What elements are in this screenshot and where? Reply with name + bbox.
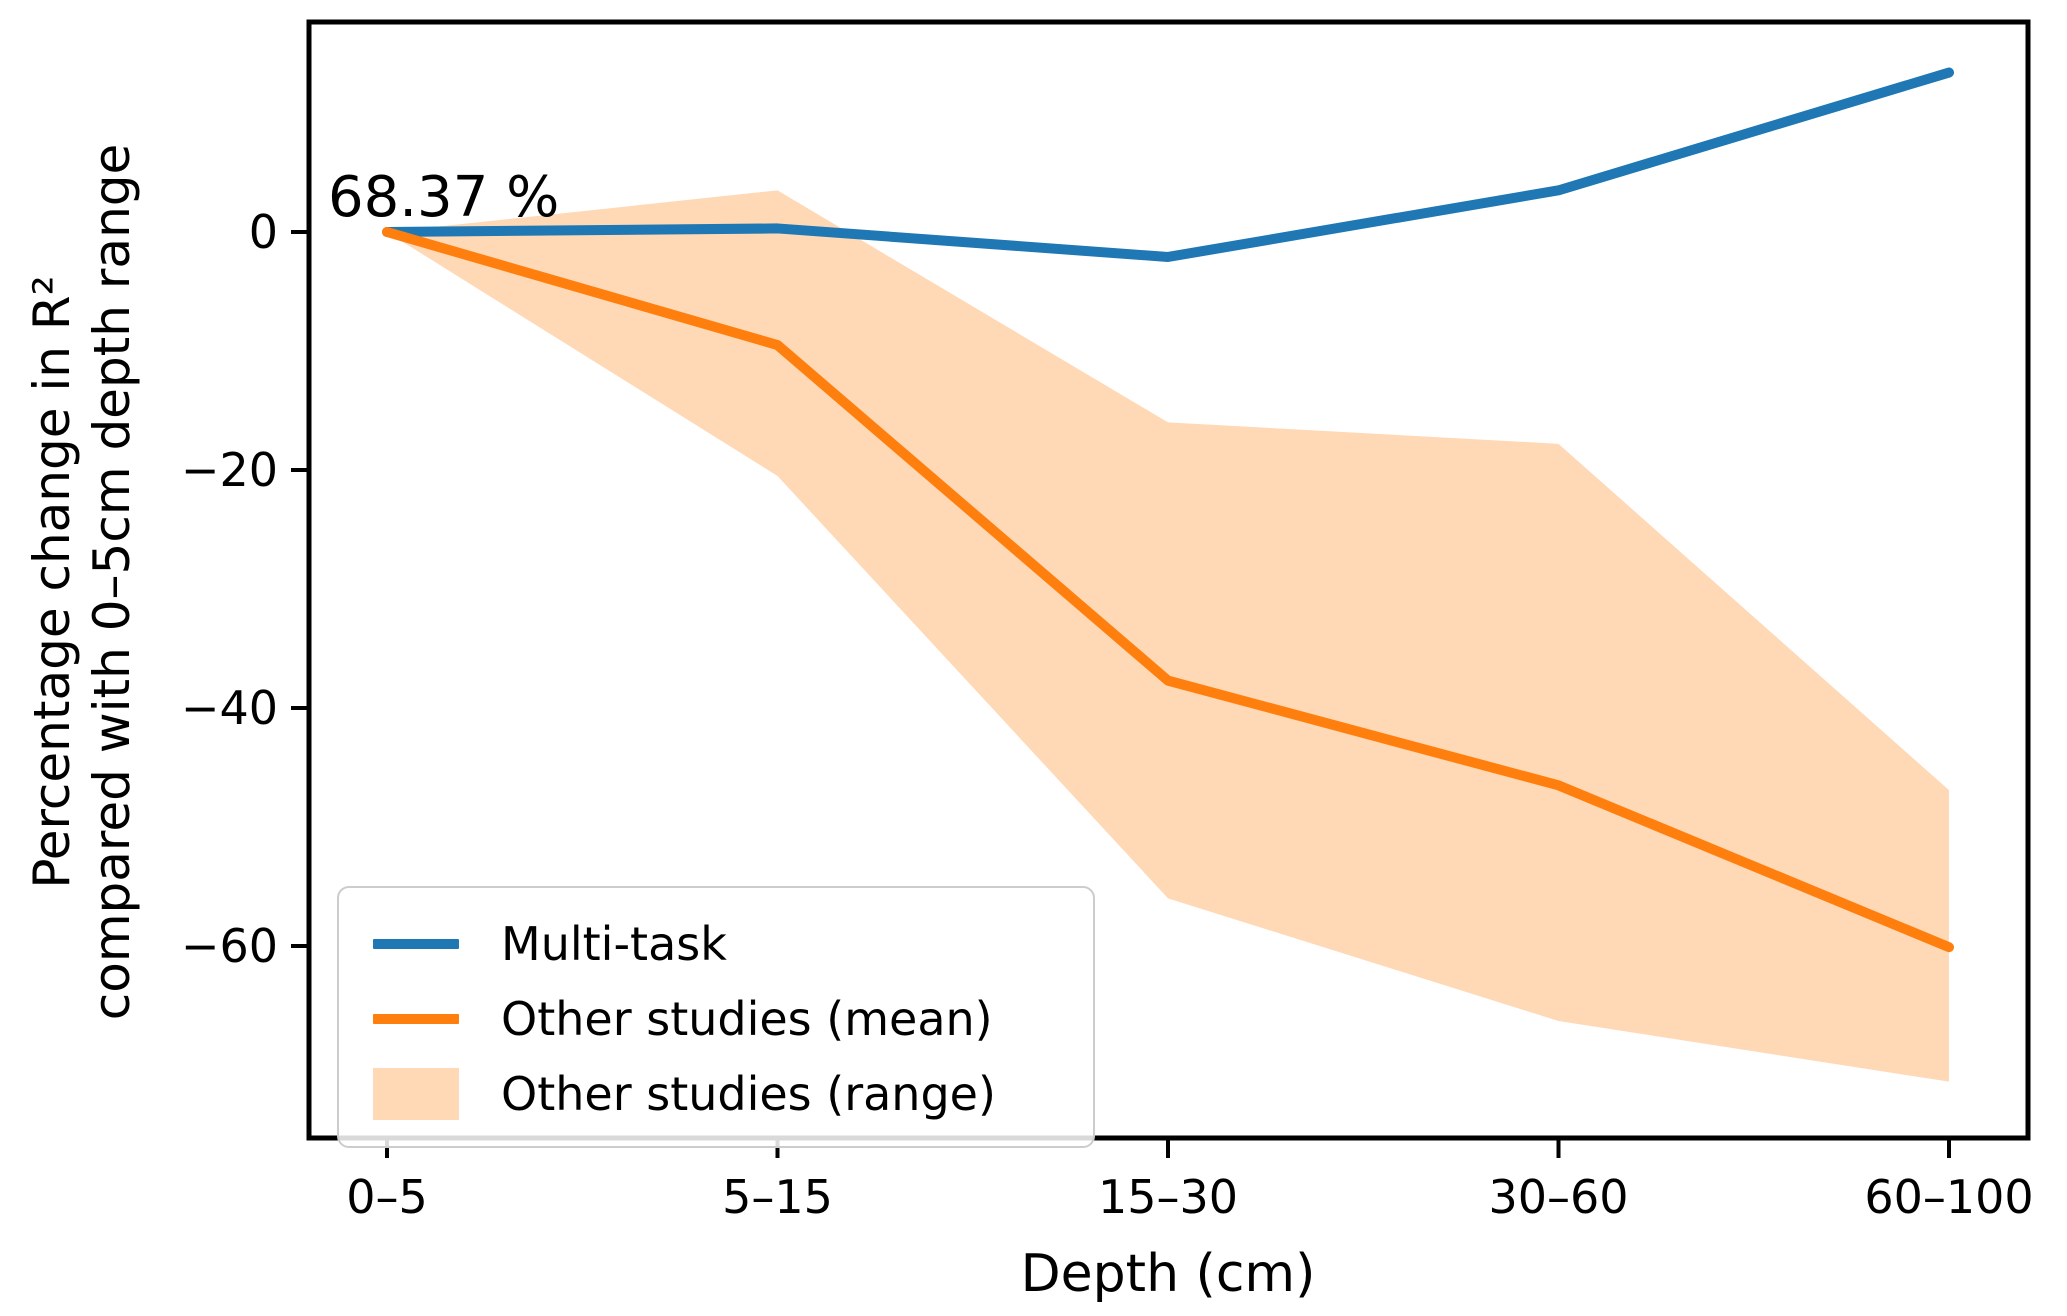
x-tick-label: 15–30 — [1097, 1170, 1239, 1224]
first-point-annotation: 68.37 % — [328, 165, 560, 230]
range-band — [387, 190, 1949, 1082]
y-axis-label-line1: Percentage change in R² — [23, 275, 81, 889]
legend-swatch — [373, 939, 459, 949]
y-tick-label: 0 — [248, 205, 278, 259]
x-tick-label: 30–60 — [1488, 1170, 1629, 1224]
y-axis-label: Percentage change in R² compared with 0–… — [22, 144, 142, 1021]
legend-label: Multi-task — [501, 917, 727, 971]
legend-label: Other studies (range) — [501, 1067, 996, 1121]
y-axis-label-line2: compared with 0–5cm depth range — [83, 143, 141, 1021]
legend-item: Other studies (mean) — [373, 983, 1069, 1055]
legend-item: Multi-task — [373, 908, 1069, 980]
y-tick-label: −40 — [180, 681, 278, 735]
legend-swatch — [373, 1068, 459, 1120]
legend-box: Multi-task Other studies (mean) Other stud… — [337, 886, 1095, 1148]
x-tick-label: 5–15 — [722, 1170, 833, 1224]
y-tick-label: −20 — [180, 443, 278, 497]
line-multi-task — [382, 67, 1954, 262]
legend-item: Other studies (range) — [373, 1058, 1069, 1130]
legend-swatch — [373, 1014, 459, 1024]
x-axis-label: Depth (cm) — [1020, 1244, 1316, 1304]
x-tick-label: 60–100 — [1864, 1170, 2034, 1224]
x-tick-label: 0–5 — [346, 1170, 428, 1224]
legend-label: Other studies (mean) — [501, 992, 993, 1046]
y-tick-label: −60 — [180, 919, 278, 973]
line-other-studies-mean- — [382, 227, 1954, 953]
